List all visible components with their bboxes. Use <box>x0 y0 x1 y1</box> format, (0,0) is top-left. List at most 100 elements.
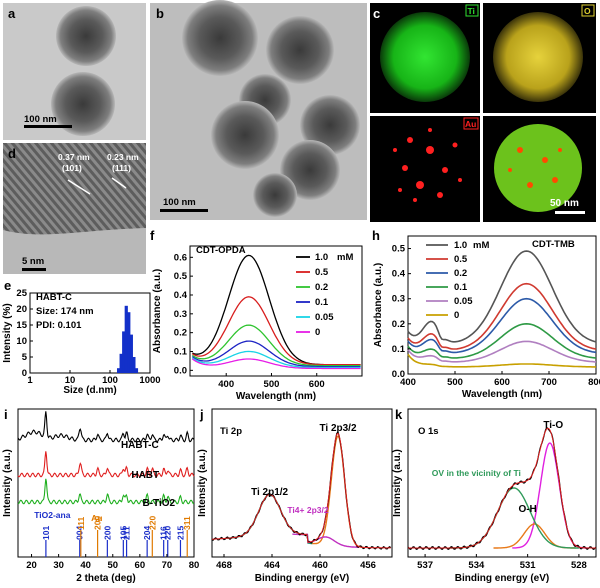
y-tick-label: 0.0 <box>174 365 187 376</box>
y-tick-label: 0.0 <box>392 369 405 380</box>
panel-d-scalebar <box>22 268 46 271</box>
x-axis-label: Wavelength (nm) <box>236 391 316 402</box>
y-tick-label: 25 <box>16 288 27 299</box>
panel-a: a 100 nm <box>3 3 146 140</box>
tio2-peak-label: 215 <box>175 526 185 540</box>
particle-b2 <box>266 16 334 84</box>
panel-f-title: CDT-OPDA <box>196 245 246 256</box>
x-tick-label: 464 <box>264 560 281 571</box>
x-tick-label: 50 <box>107 560 118 571</box>
y-axis-label: Absorbance (a.u.) <box>152 269 163 353</box>
absorbance-curve-1.0 <box>407 250 597 343</box>
x-axis-label: Wavelength (nm) <box>462 389 542 400</box>
x-tick-label: 700 <box>541 377 557 388</box>
map-o-tag-text: O <box>584 6 591 16</box>
plane-1-text: (101) <box>62 163 82 173</box>
ti4-label: Ti4+ 2p3/2 <box>287 505 328 515</box>
panel-j-axes <box>211 408 393 558</box>
fringe-2-mark <box>111 177 127 189</box>
map-au-tag-text: Au <box>465 119 476 129</box>
o-h-label: O-H <box>518 504 536 515</box>
y-tick-label: 0.2 <box>174 328 187 339</box>
x-tick-label: 60 <box>135 560 146 571</box>
panel-c-label: c <box>373 6 380 21</box>
panel-f-axes <box>189 245 363 377</box>
x-tick-label: 30 <box>53 560 64 571</box>
panel-e-axes <box>29 292 151 374</box>
tio2-peak-label: 211 <box>122 526 132 540</box>
ti2p32-label: Ti 2p3/2 <box>319 423 356 434</box>
panel-f-label: f <box>150 228 155 243</box>
component-ov <box>449 487 579 549</box>
legend-label: 0.2 <box>454 268 467 279</box>
legend-label: 0.5 <box>315 267 329 278</box>
y-tick-label: 0.5 <box>174 271 188 282</box>
panel-c-scale-text: 50 nm <box>550 198 579 209</box>
ti2p12-label: Ti 2p1/2 <box>251 487 288 498</box>
histogram-bar <box>122 331 126 373</box>
panel-c: Ti O Au c 50 nm <box>370 3 596 222</box>
x-tick-label: 1000 <box>139 375 160 386</box>
y-axis-label: Intensity (%) <box>2 303 13 362</box>
ti-o-label: Ti-O <box>543 420 563 431</box>
au-reference-title: Au <box>91 513 102 523</box>
absorbance-curve-0.2 <box>407 297 597 354</box>
particle-b6 <box>280 140 340 200</box>
y-axis-label: Intensity (a.u.) <box>197 449 208 517</box>
legend-label: 1.0 <box>454 240 467 251</box>
series-label: HABT-C <box>121 440 159 451</box>
au-peak-label: 111 <box>76 516 86 530</box>
au-peak-label: 200 <box>93 516 103 530</box>
panel-b: b 100 nm <box>150 0 367 220</box>
legend-label: 0.2 <box>315 282 328 293</box>
map-ti-particle <box>380 12 470 102</box>
map-ti-tag-text: Ti <box>468 6 475 16</box>
component-ti-o <box>512 442 588 549</box>
x-tick-label: 100 <box>102 375 118 386</box>
series-label: B-TiO2 <box>142 498 175 509</box>
x-tick-label: 468 <box>216 560 232 571</box>
particle-a2 <box>51 72 115 136</box>
y-tick-label: 0.2 <box>392 319 405 330</box>
histogram-bar <box>134 368 139 373</box>
panel-d-edge <box>3 228 146 274</box>
tio2-peak-label: 220 <box>163 526 173 540</box>
panel-a-scalebar <box>24 125 72 128</box>
fringe-1-mark <box>67 179 91 195</box>
y-tick-label: 5 <box>22 352 28 363</box>
particle-a1 <box>56 6 116 66</box>
x-tick-label: 800 <box>588 377 600 388</box>
component-ti2p32 <box>311 435 364 549</box>
x-axis-label: Binding energy (eV) <box>255 573 349 584</box>
x-tick-label: 528 <box>571 560 587 571</box>
x-tick-label: 600 <box>309 379 325 390</box>
y-tick-label: 10 <box>16 336 27 347</box>
component-ti4 <box>292 533 359 548</box>
tio2-peak-label: 204 <box>142 526 152 540</box>
component-o-h <box>493 523 576 549</box>
y-axis-label: Intensity (a.u.) <box>392 449 403 517</box>
panel-k-axes <box>407 408 597 558</box>
panel-b-scale-text: 100 nm <box>163 197 196 208</box>
y-tick-label: 0.6 <box>174 252 187 263</box>
particle-b4 <box>211 101 279 169</box>
y-tick-label: 15 <box>16 320 27 331</box>
legend-label: 0 <box>454 310 459 321</box>
xrd-pattern-HABT <box>17 451 195 478</box>
ti2p-raw-spectrum <box>212 431 392 550</box>
panel-e-info-3: PDI: 0.101 <box>36 320 82 331</box>
histogram-bar <box>129 334 133 373</box>
absorbance-curve-0.1 <box>191 340 361 368</box>
map-merge-particle <box>494 124 582 212</box>
legend-label: 0.05 <box>454 296 473 307</box>
x-axis-label: Size (d.nm) <box>63 385 116 396</box>
x-tick-label: 400 <box>400 377 416 388</box>
panel-c-scalebar <box>555 211 585 214</box>
tio2-peak-label: 105 <box>118 526 128 540</box>
map-o-tag <box>581 4 595 17</box>
x-tick-label: 40 <box>80 560 91 571</box>
panel-h-axes <box>407 235 597 375</box>
y-tick-label: 0.3 <box>174 309 187 320</box>
